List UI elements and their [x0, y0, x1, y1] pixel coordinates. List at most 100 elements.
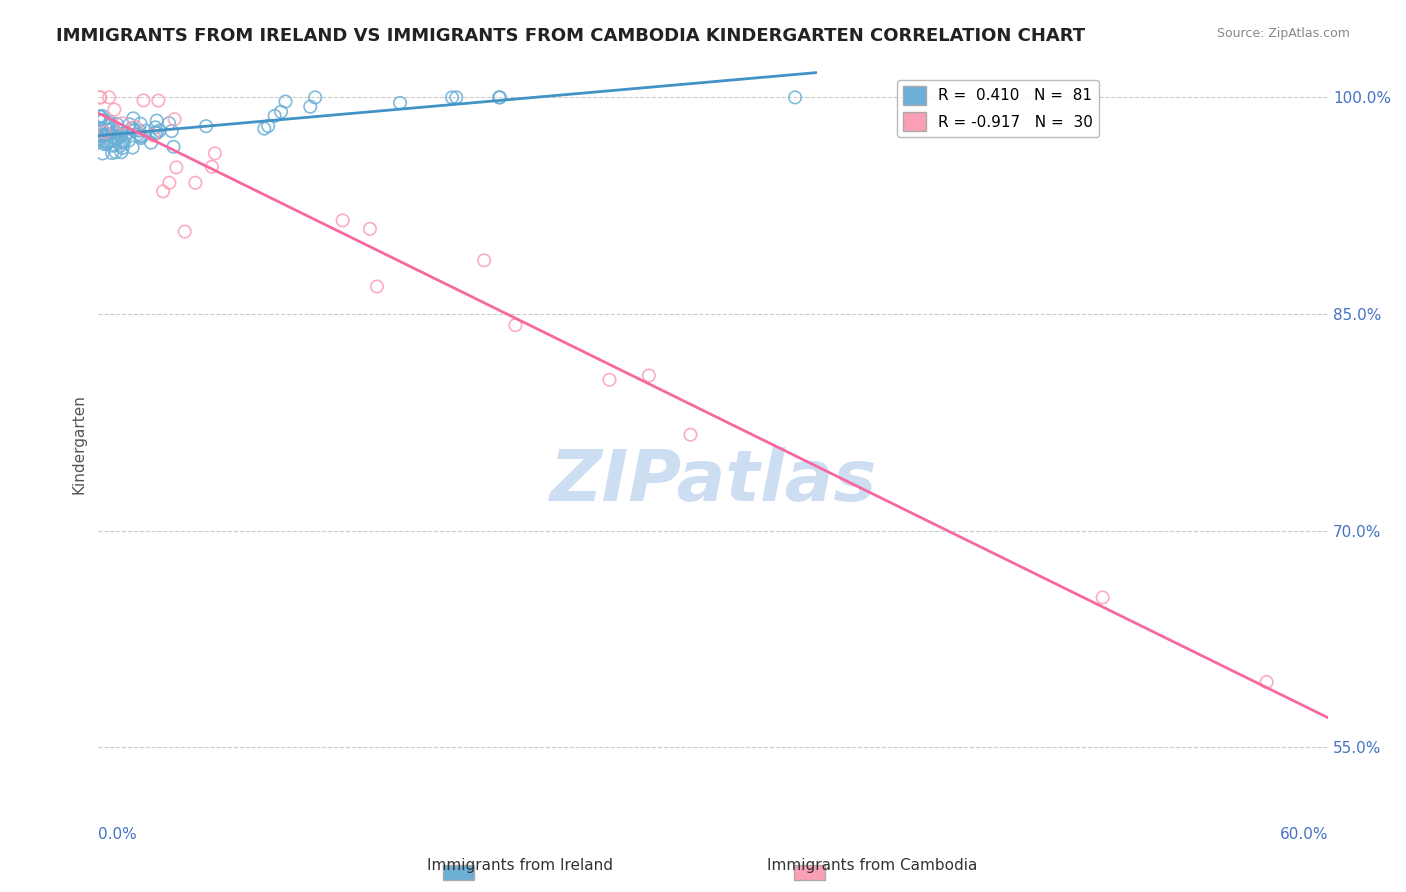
Point [111, 116, 134, 130]
Point [598, 373, 620, 387]
Point [104, 137, 127, 152]
Text: Immigrants from Cambodia: Immigrants from Cambodia [766, 858, 977, 872]
Point [135, 123, 157, 137]
Point [89, 132, 111, 146]
Point [101, 146, 124, 161]
Text: IMMIGRANTS FROM IRELAND VS IMMIGRANTS FROM CAMBODIA KINDERGARTEN CORRELATION CHA: IMMIGRANTS FROM IRELAND VS IMMIGRANTS FR… [56, 27, 1085, 45]
Point [389, 95, 412, 110]
Point [112, 136, 135, 150]
Point [257, 119, 280, 133]
Point [1091, 591, 1114, 605]
Point [96, 128, 118, 142]
Point [104, 125, 127, 139]
Point [129, 128, 152, 143]
Point [110, 145, 132, 160]
Point [145, 126, 167, 140]
Point [142, 128, 165, 143]
Point [101, 122, 124, 136]
Point [145, 113, 167, 128]
Point [204, 146, 226, 161]
Point [110, 124, 132, 138]
Point [304, 90, 326, 104]
Point [110, 138, 132, 153]
Point [107, 131, 129, 145]
Point [472, 253, 495, 268]
Point [148, 94, 170, 108]
Point [131, 129, 153, 144]
Point [124, 120, 146, 134]
Point [103, 103, 125, 117]
Point [679, 427, 702, 442]
Point [157, 116, 180, 130]
Point [274, 95, 297, 109]
Point [93, 113, 115, 128]
Point [263, 109, 285, 123]
Point [446, 90, 468, 104]
Point [89, 124, 111, 138]
Point [91, 109, 114, 123]
Point [98, 115, 121, 129]
Point [89, 90, 111, 104]
Point [139, 136, 162, 150]
Point [105, 117, 128, 131]
Point [114, 127, 136, 141]
Point [165, 161, 187, 175]
Point [195, 119, 218, 133]
Point [121, 140, 143, 154]
Point [98, 134, 121, 148]
Point [96, 135, 118, 149]
Point [122, 112, 145, 126]
Point [152, 185, 174, 199]
Point [332, 213, 354, 227]
Point [118, 134, 141, 148]
Point [124, 123, 146, 137]
Point [488, 90, 510, 104]
Text: Source: ZipAtlas.com: Source: ZipAtlas.com [1216, 27, 1350, 40]
Point [160, 124, 183, 138]
Point [97, 119, 120, 133]
Point [118, 117, 141, 131]
Point [96, 122, 118, 136]
Point [489, 90, 512, 104]
Point [89, 131, 111, 145]
Point [89, 128, 111, 142]
Point [148, 123, 170, 137]
Point [128, 124, 150, 138]
Point [129, 117, 152, 131]
Point [94, 128, 117, 142]
Point [253, 121, 276, 136]
Point [121, 121, 143, 136]
Point [89, 113, 111, 128]
Text: 0.0%: 0.0% [98, 827, 136, 842]
Text: Immigrants from Ireland: Immigrants from Ireland [427, 858, 613, 872]
Point [93, 134, 115, 148]
Point [359, 222, 381, 236]
Point [111, 127, 134, 141]
Point [505, 318, 527, 333]
Point [98, 117, 121, 131]
Text: ZIPatlas: ZIPatlas [550, 447, 877, 516]
Point [162, 140, 184, 154]
Point [96, 136, 118, 151]
Point [184, 176, 207, 190]
Point [91, 146, 114, 161]
Point [270, 104, 292, 119]
Point [201, 160, 224, 174]
Point [146, 126, 169, 140]
Point [111, 141, 134, 155]
Point [104, 145, 127, 160]
Point [366, 279, 388, 293]
Point [163, 112, 186, 127]
Point [98, 90, 121, 104]
Point [101, 138, 124, 153]
Legend: R =  0.410   N =  81, R = -0.917   N =  30: R = 0.410 N = 81, R = -0.917 N = 30 [897, 80, 1099, 137]
Point [93, 137, 115, 152]
Point [93, 125, 115, 139]
Point [89, 110, 111, 124]
Point [89, 109, 111, 123]
Point [111, 134, 134, 148]
Point [105, 132, 128, 146]
Point [132, 94, 155, 108]
Point [785, 90, 807, 104]
Point [129, 131, 152, 145]
